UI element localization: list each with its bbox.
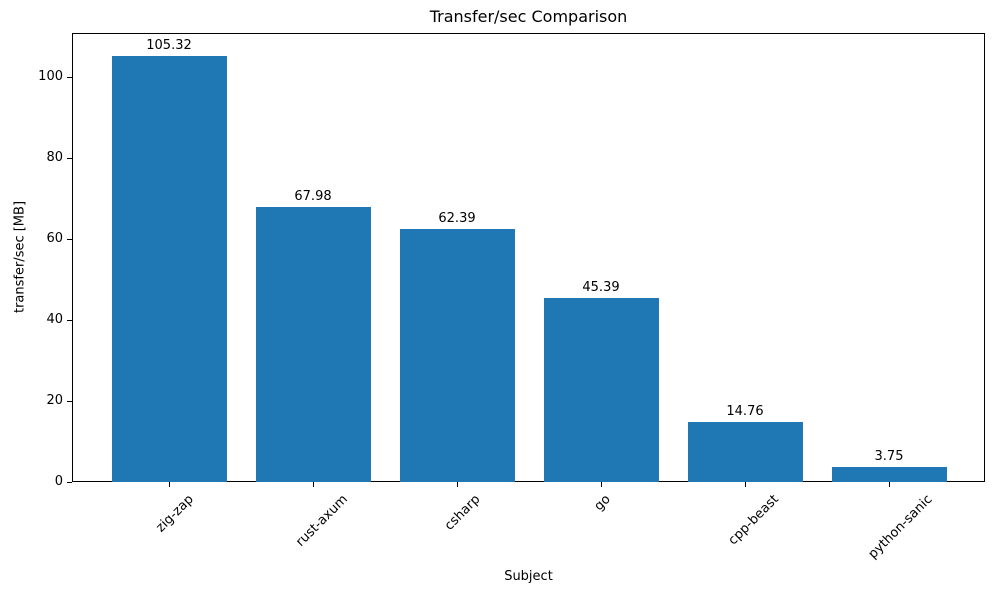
x-tick-mark: [457, 482, 458, 487]
y-tick-label: 40: [46, 312, 63, 328]
y-tick-label: 0: [54, 474, 63, 489]
y-tick-mark: [67, 157, 72, 159]
y-tick-label: 20: [46, 393, 63, 409]
bar-value-label: 105.32: [146, 37, 192, 53]
x-tick-label: zig-zap: [153, 492, 197, 536]
bar: [255, 206, 371, 482]
y-tick-mark: [67, 481, 72, 483]
x-tick-label: go: [591, 492, 614, 515]
y-tick-label: 80: [46, 150, 63, 166]
x-tick-label: python-sanic: [865, 492, 936, 562]
bar: [543, 298, 659, 482]
x-tick-mark: [745, 482, 746, 487]
bar-value-label: 67.98: [294, 188, 332, 204]
x-tick-label: csharp: [441, 492, 484, 534]
bar-value-label: 62.39: [438, 211, 476, 227]
chart-title: Transfer/sec Comparison: [429, 7, 628, 26]
y-tick-mark: [67, 76, 72, 78]
bar: [831, 466, 947, 482]
y-tick-mark: [67, 400, 72, 402]
bar: [111, 55, 227, 482]
bar-value-label: 14.76: [726, 404, 764, 420]
x-tick-mark: [889, 482, 890, 487]
x-tick-mark: [169, 482, 170, 487]
y-tick-mark: [67, 319, 72, 321]
bar: [687, 422, 803, 482]
x-tick-label: rust-axum: [293, 492, 351, 550]
bar: [399, 229, 515, 482]
x-axis-label: Subject: [504, 569, 553, 584]
y-tick-mark: [67, 238, 72, 240]
y-tick-label: 100: [38, 69, 63, 85]
bar-value-label: 3.75: [874, 448, 904, 464]
bar-value-label: 45.39: [582, 280, 620, 296]
y-tick-label: 60: [46, 231, 63, 247]
x-tick-label: cpp-beast: [725, 492, 782, 549]
x-tick-mark: [313, 482, 314, 487]
x-tick-mark: [601, 482, 602, 487]
y-axis-label: transfer/sec [MB]: [12, 200, 28, 314]
